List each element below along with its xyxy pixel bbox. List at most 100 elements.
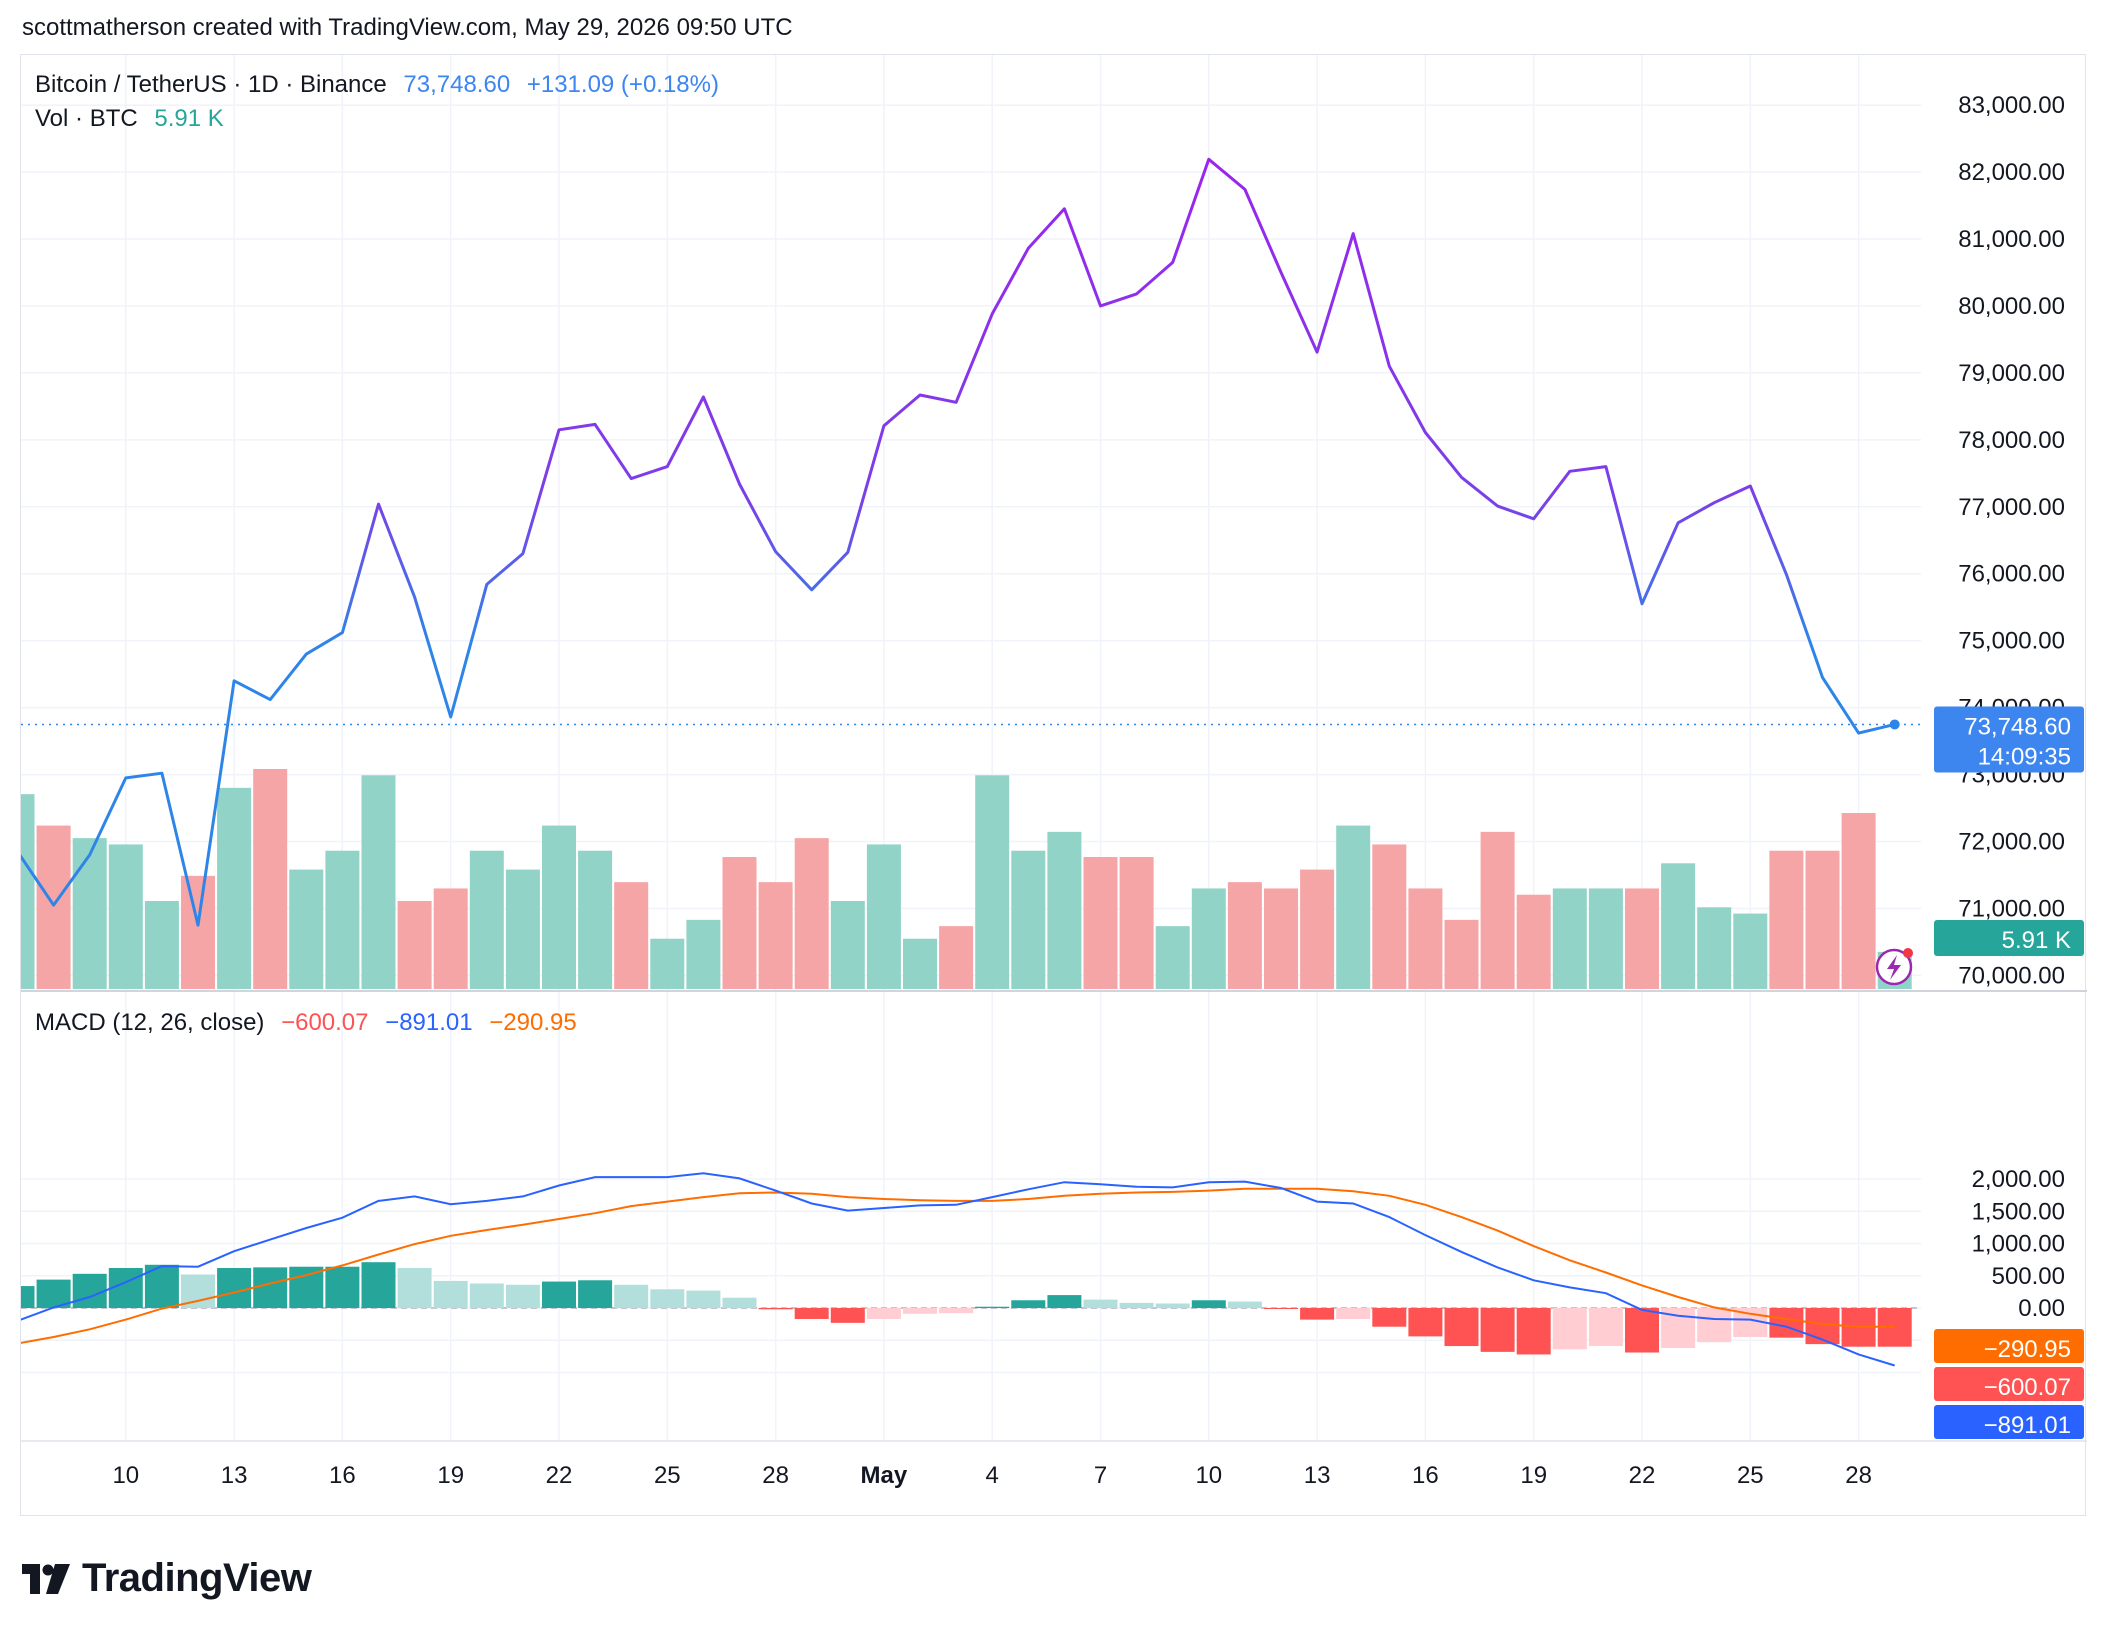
volume-legend: Vol · BTC 5.91 K <box>35 105 234 133</box>
price-axis-label: 81,000.00 <box>1958 226 2065 253</box>
price-point <box>124 776 127 779</box>
macd-badge-bg <box>1934 1405 2084 1439</box>
price-point <box>1388 365 1391 368</box>
volume-bar <box>433 888 468 989</box>
price-point <box>919 393 922 396</box>
tradingview-logo-icon <box>22 1563 70 1594</box>
price-line <box>21 157 1896 927</box>
price-point <box>702 395 705 398</box>
volume-bar <box>758 882 793 989</box>
volume-bar <box>903 938 937 989</box>
x-axis-label: May <box>861 1462 908 1489</box>
price-point <box>1243 188 1246 191</box>
histogram-bar <box>1227 1301 1262 1308</box>
histogram-bar <box>1119 1302 1154 1308</box>
price-axis: 70,000.0071,000.0072,000.0073,000.0074,0… <box>1958 92 2065 989</box>
macd-legend-hist: −600.07 <box>281 1009 369 1036</box>
price-axis-label: 80,000.00 <box>1958 293 2065 320</box>
volume-bar <box>794 838 829 989</box>
macd-legend-label: MACD (12, 26, close) <box>35 1009 265 1036</box>
histogram-bar <box>686 1290 721 1308</box>
price-badge: 73,748.60 14:09:35 <box>1934 706 2084 773</box>
notification-dot <box>1903 948 1913 958</box>
histogram-bar <box>866 1308 901 1319</box>
price-point <box>1568 470 1571 473</box>
histogram-bar <box>1552 1308 1587 1350</box>
price-point <box>449 715 452 718</box>
hist-badge-bg <box>1934 1367 2084 1401</box>
volume-bar <box>1264 888 1298 989</box>
x-axis-label: 28 <box>762 1462 789 1489</box>
volume-bar <box>614 882 649 989</box>
price-point <box>413 596 416 599</box>
price-point <box>1207 158 1210 161</box>
price-axis-label: 83,000.00 <box>1958 92 2065 119</box>
volume-bar <box>361 775 396 989</box>
chart-frame[interactable]: 70,000.0071,000.0072,000.0073,000.0074,0… <box>20 54 2087 1517</box>
price-point <box>521 552 524 555</box>
histogram-bar <box>903 1308 937 1314</box>
price-point <box>1280 271 1283 274</box>
histogram-bar <box>1083 1299 1118 1308</box>
volume-bar <box>1191 888 1226 989</box>
volume-bar <box>1516 894 1551 989</box>
histogram-bar <box>614 1284 649 1308</box>
histogram-bar <box>72 1273 107 1308</box>
macd-legend: MACD (12, 26, close) −600.07 −891.01 −29… <box>35 1009 587 1037</box>
volume-bar <box>1047 831 1082 989</box>
grid-lines <box>21 55 1921 1441</box>
macd-badge-text: −891.01 <box>1984 1412 2071 1439</box>
volume-bar <box>1336 825 1371 989</box>
histogram-bar <box>433 1280 468 1308</box>
price-point <box>52 904 55 907</box>
histogram-bar <box>1805 1308 1840 1345</box>
price-axis-label: 77,000.00 <box>1958 494 2065 521</box>
volume-bar <box>72 838 107 989</box>
price-point <box>1604 465 1607 468</box>
price-point <box>882 424 885 427</box>
price-badge-text: 14:09:35 <box>1978 743 2071 770</box>
volume-bar <box>36 825 71 989</box>
lightning-bolt <box>1887 955 1901 980</box>
signal-line <box>21 1187 1895 1344</box>
volume-legend-value: 5.91 K <box>154 105 224 132</box>
price-point <box>341 631 344 634</box>
volume-bar <box>217 787 252 989</box>
x-axis: 10 13 16 19 22 25 28 May 4 7 10 13 16 19 22 25 28 <box>112 1462 1872 1489</box>
tradingview-logo[interactable]: TradingView <box>22 1556 312 1601</box>
price-point <box>774 550 777 553</box>
last-price-label: 73,748.60 <box>403 71 511 98</box>
price-point <box>955 401 958 404</box>
price-point <box>1641 602 1644 605</box>
histogram-bar <box>1300 1308 1335 1320</box>
macd-axis: 2,000.00 1,500.00 1,000.00 500.00 0.00 <box>1972 1166 2065 1322</box>
price-point <box>1857 732 1860 735</box>
price-point <box>1821 676 1824 679</box>
price-point <box>1749 485 1752 488</box>
price-point <box>1135 292 1138 295</box>
tradingview-logo-text: TradingView <box>82 1556 312 1600</box>
price-point <box>377 503 380 506</box>
chart-canvas[interactable]: 70,000.0071,000.0072,000.0073,000.0074,0… <box>21 55 2087 1517</box>
lightning-icon <box>1875 948 1913 986</box>
price-axis-label: 75,000.00 <box>1958 628 2065 655</box>
histogram-bar <box>830 1308 865 1323</box>
histogram-bar <box>361 1262 396 1308</box>
macd-axis-label: 0.00 <box>2018 1295 2065 1322</box>
volume-bar <box>686 919 721 989</box>
histogram-bar <box>939 1308 974 1314</box>
price-point <box>1316 351 1319 354</box>
x-axis-label: 10 <box>112 1462 139 1489</box>
histogram-bar <box>1444 1308 1479 1347</box>
price-point <box>88 853 91 856</box>
price-point <box>1460 476 1463 479</box>
x-axis-label: 19 <box>1520 1462 1547 1489</box>
price-point <box>630 477 633 480</box>
volume-bar <box>108 844 143 989</box>
volume-bar <box>1372 844 1407 989</box>
last-price-dot <box>1889 719 1900 730</box>
volume-bar <box>469 850 504 989</box>
volume-bar <box>1480 831 1515 989</box>
macd-legend-macd: −891.01 <box>385 1009 473 1036</box>
volume-bar <box>505 869 540 989</box>
